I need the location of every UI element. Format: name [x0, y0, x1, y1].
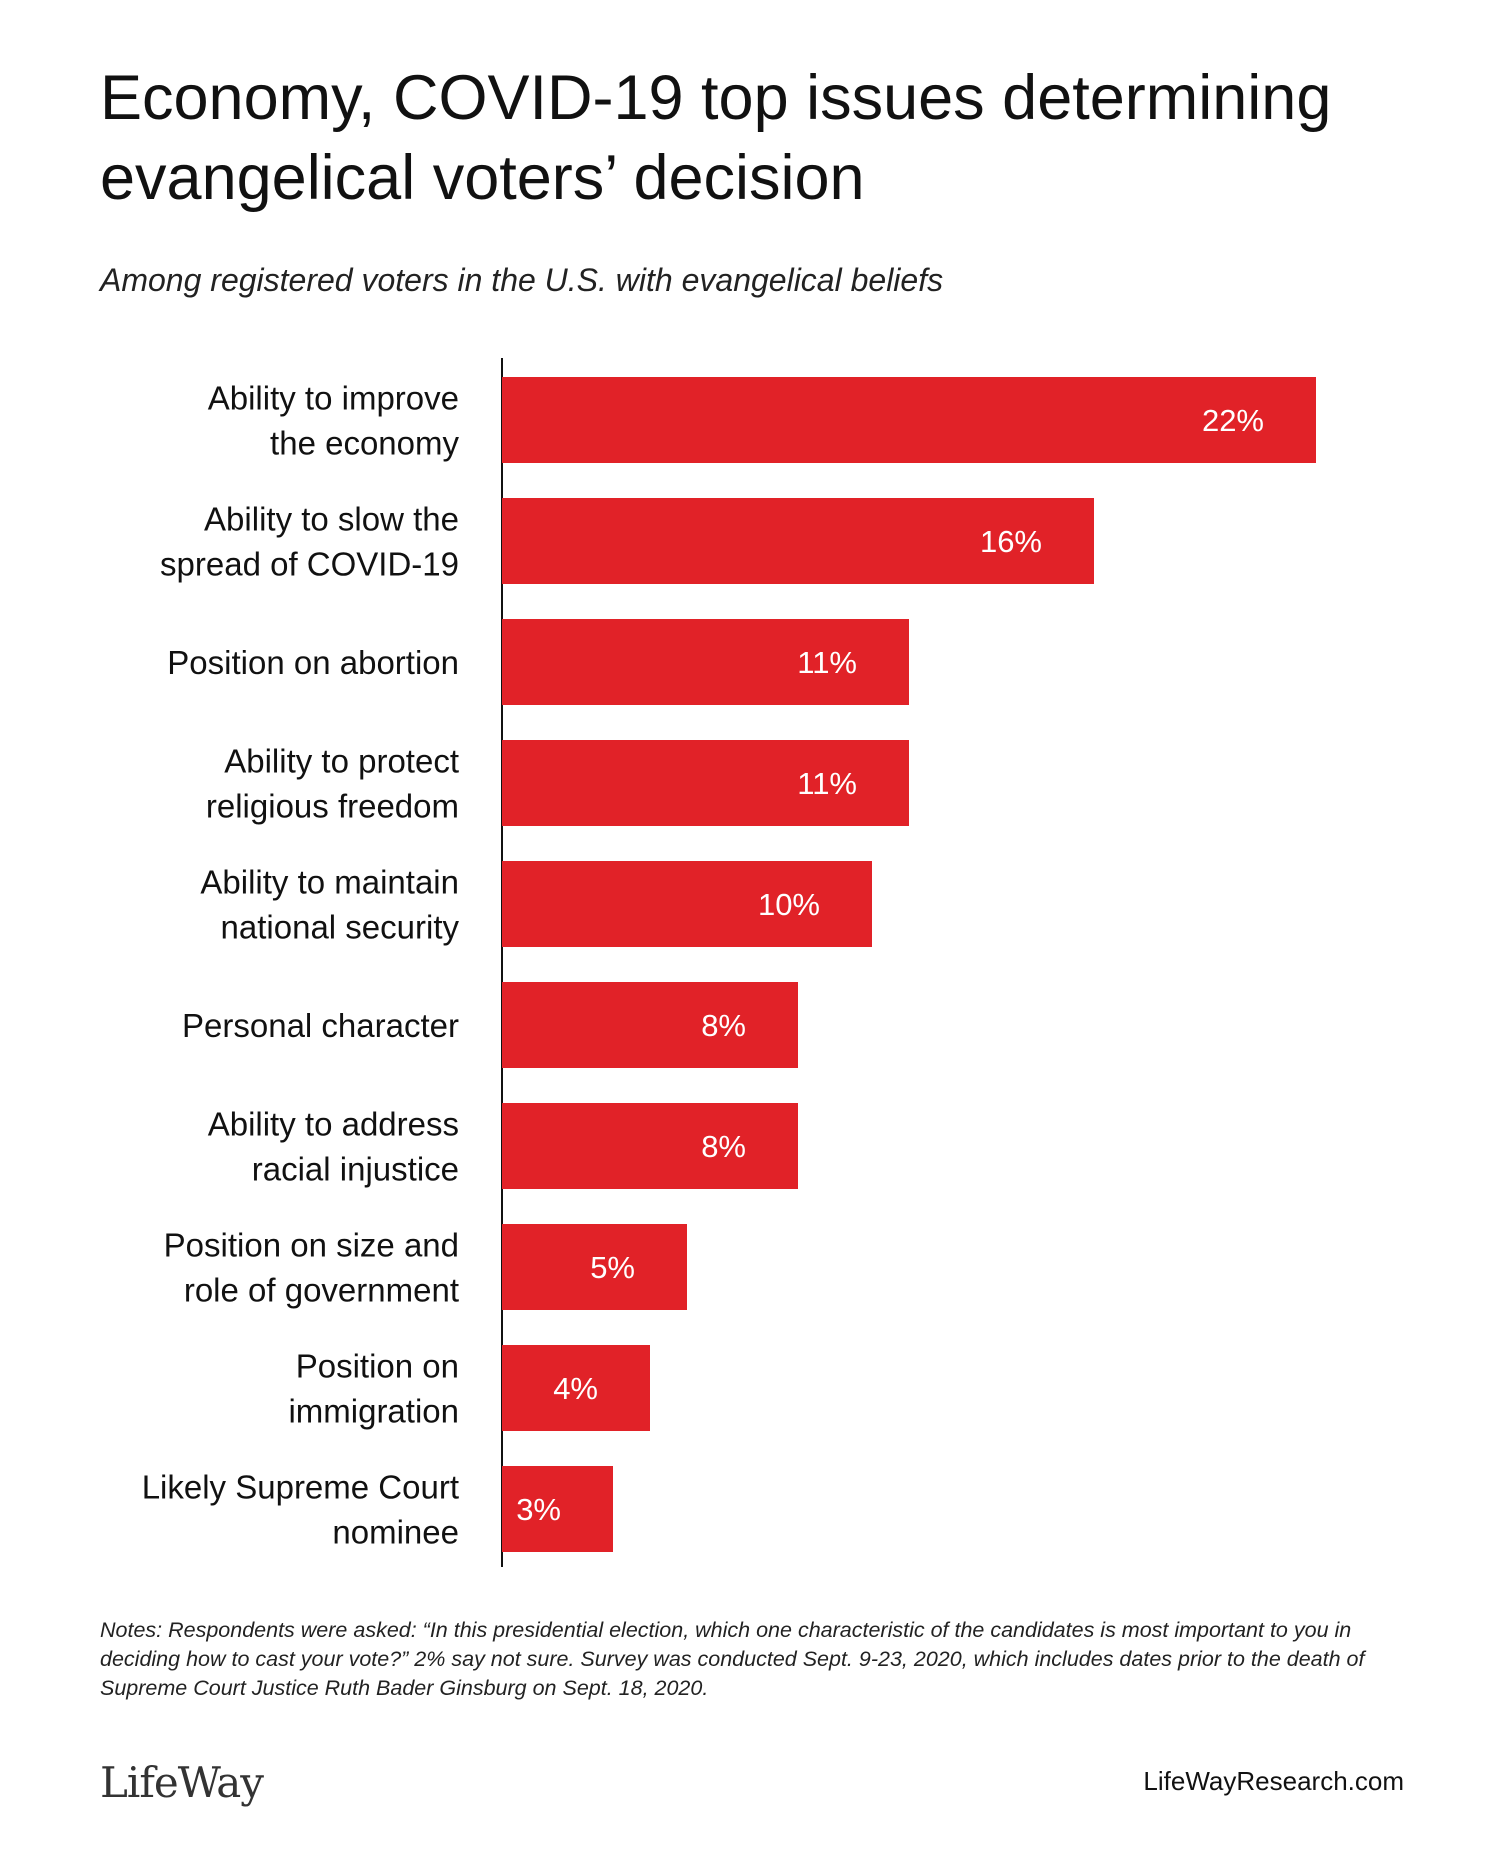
bar-value-label: 5% [590, 1250, 635, 1285]
category-label: Position on immigration [288, 1348, 459, 1430]
category-label-line: Ability to address [208, 1106, 459, 1143]
bar-value-label: 11% [797, 766, 857, 801]
category-label-line: Personal character [182, 1007, 459, 1044]
category-label: Ability to address racial injustice [208, 1106, 459, 1188]
bar-value-label: 4% [553, 1371, 598, 1406]
lifeway-logo: LifeWay [100, 1758, 264, 1807]
category-label: Position on abortion [167, 644, 459, 681]
bar-value-label: 11% [797, 645, 857, 680]
bar [502, 982, 798, 1068]
survey-notes: Notes: Respondents were asked: “In this … [100, 1618, 1365, 1700]
bar [502, 740, 909, 826]
category-label-line: racial injustice [252, 1151, 459, 1188]
category-label-line: Ability to improve [208, 380, 459, 417]
bar [502, 619, 909, 705]
category-label: Position on size and role of government [164, 1227, 459, 1309]
category-label-line: Position on size and [164, 1227, 459, 1264]
category-label: Ability to improve the economy [208, 380, 460, 462]
category-label-line: spread of COVID-19 [160, 546, 459, 583]
category-label: Likely Supreme Court nominee [142, 1469, 459, 1551]
category-label: Ability to slow the spread of COVID-19 [160, 501, 459, 583]
bar [502, 1224, 687, 1310]
category-label-line: nominee [332, 1514, 459, 1551]
category-label-line: Ability to protect [224, 743, 459, 780]
bar-value-label: 3% [516, 1492, 561, 1527]
category-label-line: religious freedom [206, 788, 459, 825]
bar [502, 1466, 613, 1552]
website-link[interactable]: LifeWayResearch.com [1143, 1766, 1404, 1796]
category-label-line: national security [221, 909, 460, 946]
bar [502, 377, 1316, 463]
bar-value-label: 8% [701, 1008, 746, 1043]
category-label: Ability to protect religious freedom [206, 743, 459, 825]
chart-subtitle: Among registered voters in the U.S. with… [100, 262, 944, 298]
category-label-line: immigration [288, 1393, 459, 1430]
chart-title: Economy, COVID-19 top issues determining… [100, 63, 1332, 213]
bar-value-label: 16% [980, 524, 1042, 559]
category-label: Personal character [182, 1007, 459, 1044]
bar [502, 1103, 798, 1189]
bar-value-label: 10% [758, 887, 820, 922]
category-label-line: Position on [296, 1348, 459, 1385]
bar-value-label: 8% [701, 1129, 746, 1164]
category-label: Ability to maintain national security [200, 864, 459, 946]
bar-value-label: 22% [1202, 403, 1264, 438]
category-label-line: Ability to slow the [204, 501, 459, 538]
bar [502, 498, 1094, 584]
category-label-line: Position on abortion [167, 644, 459, 681]
category-label-line: the economy [270, 425, 459, 462]
category-label-line: Likely Supreme Court [142, 1469, 459, 1506]
bar-chart: 22% Ability to improve the economy 16% Abili… [142, 358, 1316, 1567]
bar [502, 861, 872, 947]
category-label-line: Ability to maintain [200, 864, 459, 901]
category-label-line: role of government [184, 1272, 459, 1309]
bar [502, 1345, 650, 1431]
